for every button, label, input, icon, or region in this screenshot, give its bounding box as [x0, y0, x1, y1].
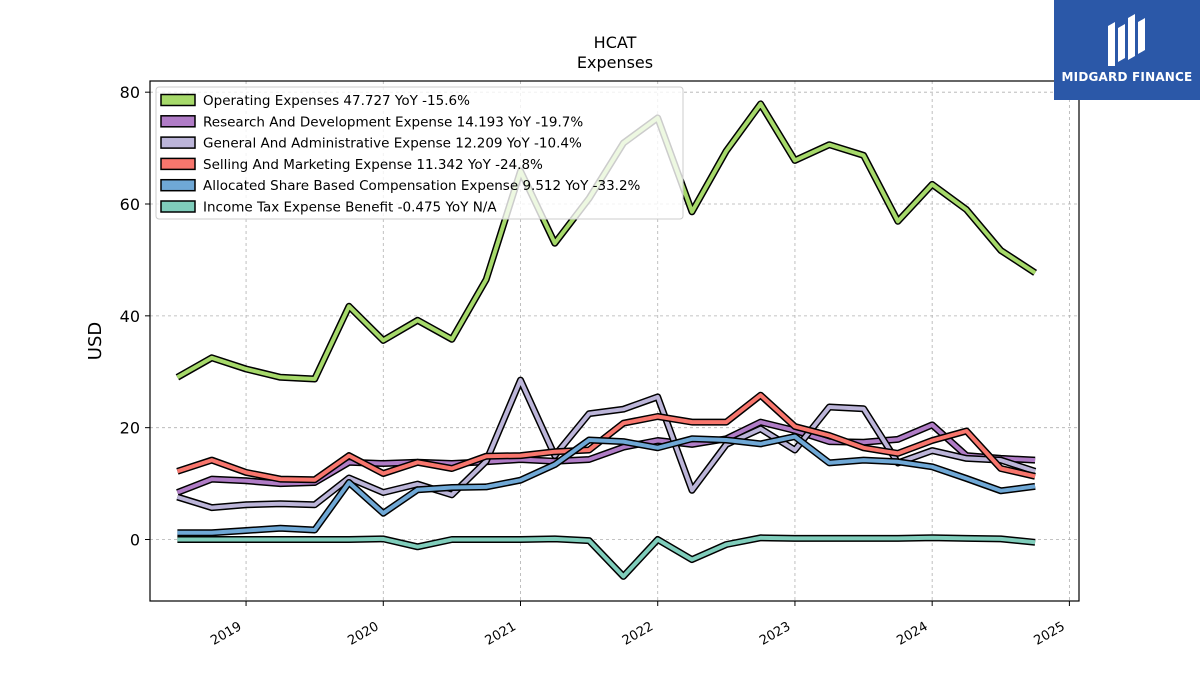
y-tick-label: 40 — [120, 307, 140, 326]
series-line — [177, 535, 1036, 579]
series-line — [176, 393, 1036, 482]
plot-frame — [149, 80, 1080, 602]
legend-label: Research And Development Expense 14.193 … — [203, 114, 583, 130]
logo-text: MIDGARD FINANCE — [1061, 70, 1193, 84]
legend-label: General And Administrative Expense 12.20… — [203, 136, 582, 152]
series-4 — [176, 391, 1036, 484]
x-tick-label: 2019 — [208, 619, 244, 649]
x-tick-label: 2024 — [894, 619, 930, 649]
legend-label: Allocated Share Based Compensation Expen… — [203, 178, 641, 194]
legend-label: Operating Expenses 47.727 YoY -15.6% — [203, 93, 470, 109]
y-tick-label: 20 — [120, 419, 140, 438]
legend-label: Income Tax Expense Benefit -0.475 YoY N/… — [203, 200, 497, 216]
brand-logo: MIDGARD FINANCE — [1054, 0, 1200, 100]
legend-swatch — [160, 136, 196, 149]
legend-swatch — [160, 115, 196, 128]
legend-swatch — [160, 178, 196, 192]
legend-swatch — [160, 157, 196, 171]
x-tick-label: 2025 — [1032, 619, 1068, 649]
legend-box — [155, 86, 684, 220]
y-tick-label: 60 — [120, 195, 140, 214]
x-tick-label: 2020 — [345, 619, 381, 649]
x-tick-label: 2022 — [620, 619, 656, 649]
x-tick-label: 2021 — [483, 619, 519, 649]
legend-label: Selling And Marketing Expense 11.342 YoY… — [203, 157, 543, 173]
series-line — [177, 434, 1036, 535]
chart-subtitle: Expenses — [577, 53, 653, 72]
legend: Operating Expenses 47.727 YoY -15.6% Rese… — [155, 86, 684, 220]
x-tick-label: 2023 — [757, 619, 793, 649]
series-5 — [177, 433, 1036, 537]
y-tick-label: 80 — [120, 83, 140, 102]
series-layer — [175, 100, 1038, 580]
y-tick-label: 0 — [130, 530, 140, 549]
series-6 — [177, 534, 1036, 580]
legend-swatch — [160, 200, 196, 213]
y-axis-label: USD — [85, 322, 106, 360]
chart-title: HCAT — [594, 33, 637, 52]
legend-swatch — [160, 93, 196, 107]
midgard-logo-icon — [1108, 14, 1145, 66]
